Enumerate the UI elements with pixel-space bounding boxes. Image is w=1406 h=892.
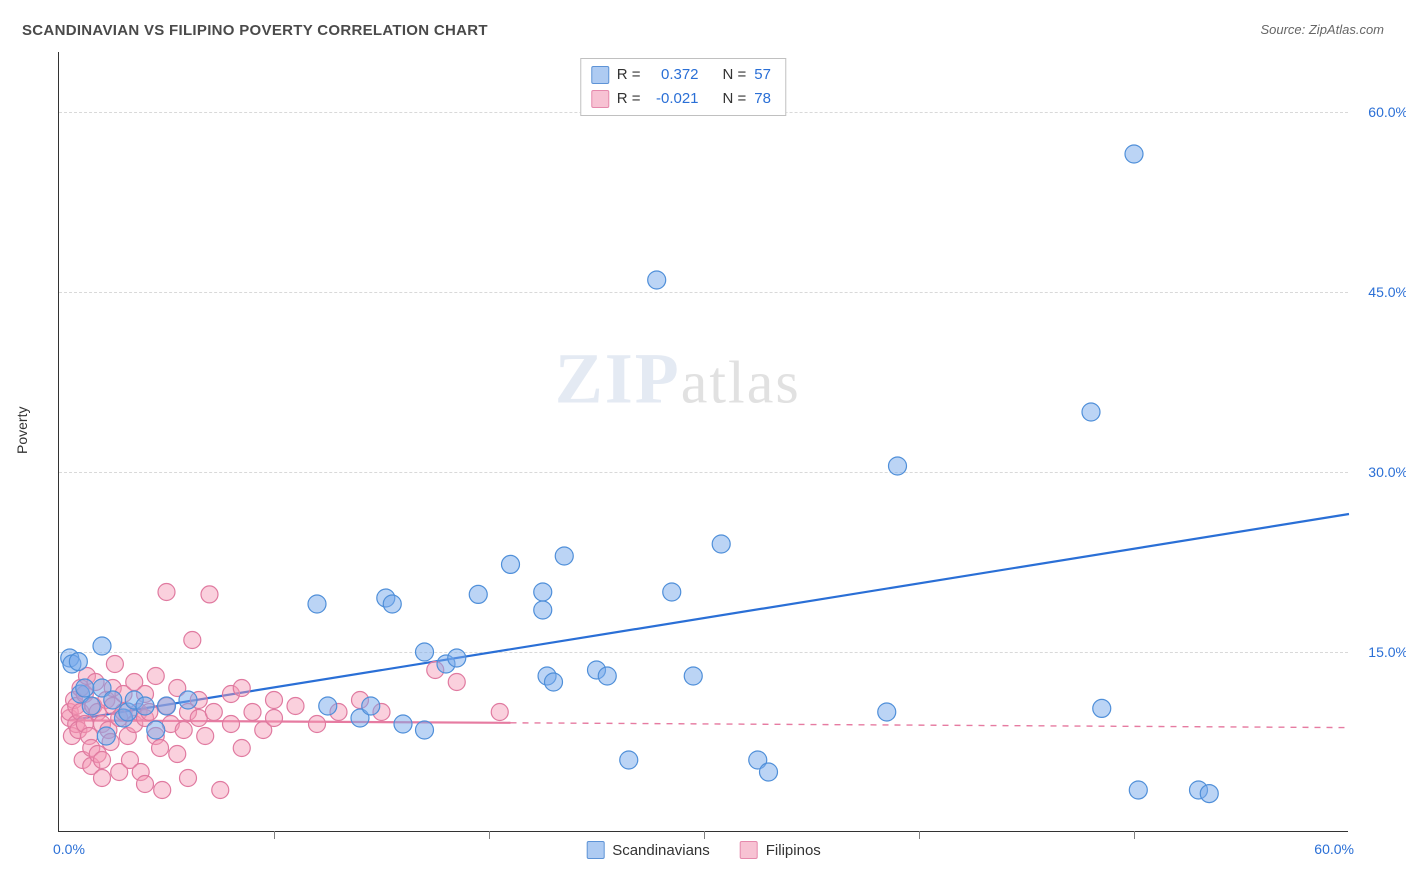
data-point-filipinos <box>266 710 283 727</box>
data-point-scandinavians <box>1200 785 1218 803</box>
data-point-filipinos <box>94 770 111 787</box>
plot-area: ZIPatlas R = 0.372 N = 57 R = -0.021 N =… <box>58 52 1348 832</box>
data-point-scandinavians <box>598 667 616 685</box>
data-point-filipinos <box>491 704 508 721</box>
data-point-scandinavians <box>534 583 552 601</box>
data-point-filipinos <box>233 680 250 697</box>
data-point-filipinos <box>287 698 304 715</box>
data-point-scandinavians <box>684 667 702 685</box>
data-point-scandinavians <box>878 703 896 721</box>
legend-label-filipinos: Filipinos <box>766 842 821 859</box>
swatch-filipinos-icon <box>740 841 758 859</box>
data-point-filipinos <box>94 752 111 769</box>
x-axis-min-label: 0.0% <box>53 841 85 857</box>
data-point-filipinos <box>137 776 154 793</box>
data-point-filipinos <box>244 704 261 721</box>
swatch-scandinavians-icon <box>591 66 609 84</box>
legend-label-scandinavians: Scandinavians <box>612 842 710 859</box>
data-point-scandinavians <box>416 721 434 739</box>
data-point-scandinavians <box>179 691 197 709</box>
data-point-scandinavians <box>712 535 730 553</box>
data-point-filipinos <box>106 656 123 673</box>
data-point-filipinos <box>169 746 186 763</box>
data-point-scandinavians <box>469 585 487 603</box>
data-point-filipinos <box>448 674 465 691</box>
data-point-scandinavians <box>93 637 111 655</box>
data-point-scandinavians <box>1125 145 1143 163</box>
data-point-scandinavians <box>1082 403 1100 421</box>
y-tick-label: 30.0% <box>1368 464 1406 480</box>
swatch-filipinos-icon <box>591 90 609 108</box>
data-point-filipinos <box>205 704 222 721</box>
x-axis-max-label: 60.0% <box>1314 841 1354 857</box>
data-point-scandinavians <box>1093 699 1111 717</box>
data-point-filipinos <box>147 668 164 685</box>
data-point-filipinos <box>154 782 171 799</box>
legend-item-filipinos: Filipinos <box>740 841 821 859</box>
data-point-scandinavians <box>82 697 100 715</box>
data-point-filipinos <box>266 692 283 709</box>
data-point-scandinavians <box>502 555 520 573</box>
r-value-scandinavians: 0.372 <box>649 63 699 87</box>
data-point-scandinavians <box>663 583 681 601</box>
data-point-filipinos <box>197 728 214 745</box>
data-point-scandinavians <box>889 457 907 475</box>
data-point-filipinos <box>309 716 326 733</box>
scatter-points <box>59 52 1348 831</box>
data-point-scandinavians <box>648 271 666 289</box>
data-point-filipinos <box>233 740 250 757</box>
data-point-scandinavians <box>620 751 638 769</box>
stats-row-scandinavians: R = 0.372 N = 57 <box>591 63 771 87</box>
data-point-filipinos <box>223 716 240 733</box>
swatch-scandinavians-icon <box>586 841 604 859</box>
stats-legend-box: R = 0.372 N = 57 R = -0.021 N = 78 <box>580 58 786 116</box>
data-point-scandinavians <box>760 763 778 781</box>
data-point-scandinavians <box>147 721 165 739</box>
y-tick-label: 45.0% <box>1368 284 1406 300</box>
data-point-filipinos <box>184 632 201 649</box>
r-label: R = <box>617 63 641 87</box>
data-point-scandinavians <box>394 715 412 733</box>
data-point-filipinos <box>190 710 207 727</box>
data-point-scandinavians <box>534 601 552 619</box>
data-point-scandinavians <box>362 697 380 715</box>
data-point-scandinavians <box>97 727 115 745</box>
chart-title: SCANDINAVIAN VS FILIPINO POVERTY CORRELA… <box>22 22 488 39</box>
data-point-scandinavians <box>1129 781 1147 799</box>
bottom-legend: Scandinavians Filipinos <box>586 841 821 859</box>
data-point-scandinavians <box>76 679 94 697</box>
data-point-filipinos <box>201 586 218 603</box>
data-point-scandinavians <box>104 691 122 709</box>
r-label: R = <box>617 87 641 111</box>
data-point-scandinavians <box>69 653 87 671</box>
data-point-scandinavians <box>308 595 326 613</box>
data-point-filipinos <box>152 740 169 757</box>
data-point-scandinavians <box>416 643 434 661</box>
data-point-scandinavians <box>158 697 176 715</box>
y-tick-label: 15.0% <box>1368 644 1406 660</box>
data-point-scandinavians <box>319 697 337 715</box>
data-point-filipinos <box>158 584 175 601</box>
data-point-scandinavians <box>545 673 563 691</box>
data-point-scandinavians <box>448 649 466 667</box>
source-label: Source: ZipAtlas.com <box>1260 22 1384 37</box>
y-axis-title: Poverty <box>14 407 30 454</box>
stats-row-filipinos: R = -0.021 N = 78 <box>591 87 771 111</box>
n-label: N = <box>723 63 747 87</box>
data-point-scandinavians <box>136 697 154 715</box>
data-point-scandinavians <box>383 595 401 613</box>
chart-container: SCANDINAVIAN VS FILIPINO POVERTY CORRELA… <box>0 0 1406 892</box>
data-point-scandinavians <box>555 547 573 565</box>
n-value-filipinos: 78 <box>754 87 771 111</box>
n-label: N = <box>723 87 747 111</box>
data-point-filipinos <box>212 782 229 799</box>
r-value-filipinos: -0.021 <box>649 87 699 111</box>
y-tick-label: 60.0% <box>1368 104 1406 120</box>
data-point-filipinos <box>180 770 197 787</box>
data-point-filipinos <box>175 722 192 739</box>
n-value-scandinavians: 57 <box>754 63 771 87</box>
legend-item-scandinavians: Scandinavians <box>586 841 710 859</box>
